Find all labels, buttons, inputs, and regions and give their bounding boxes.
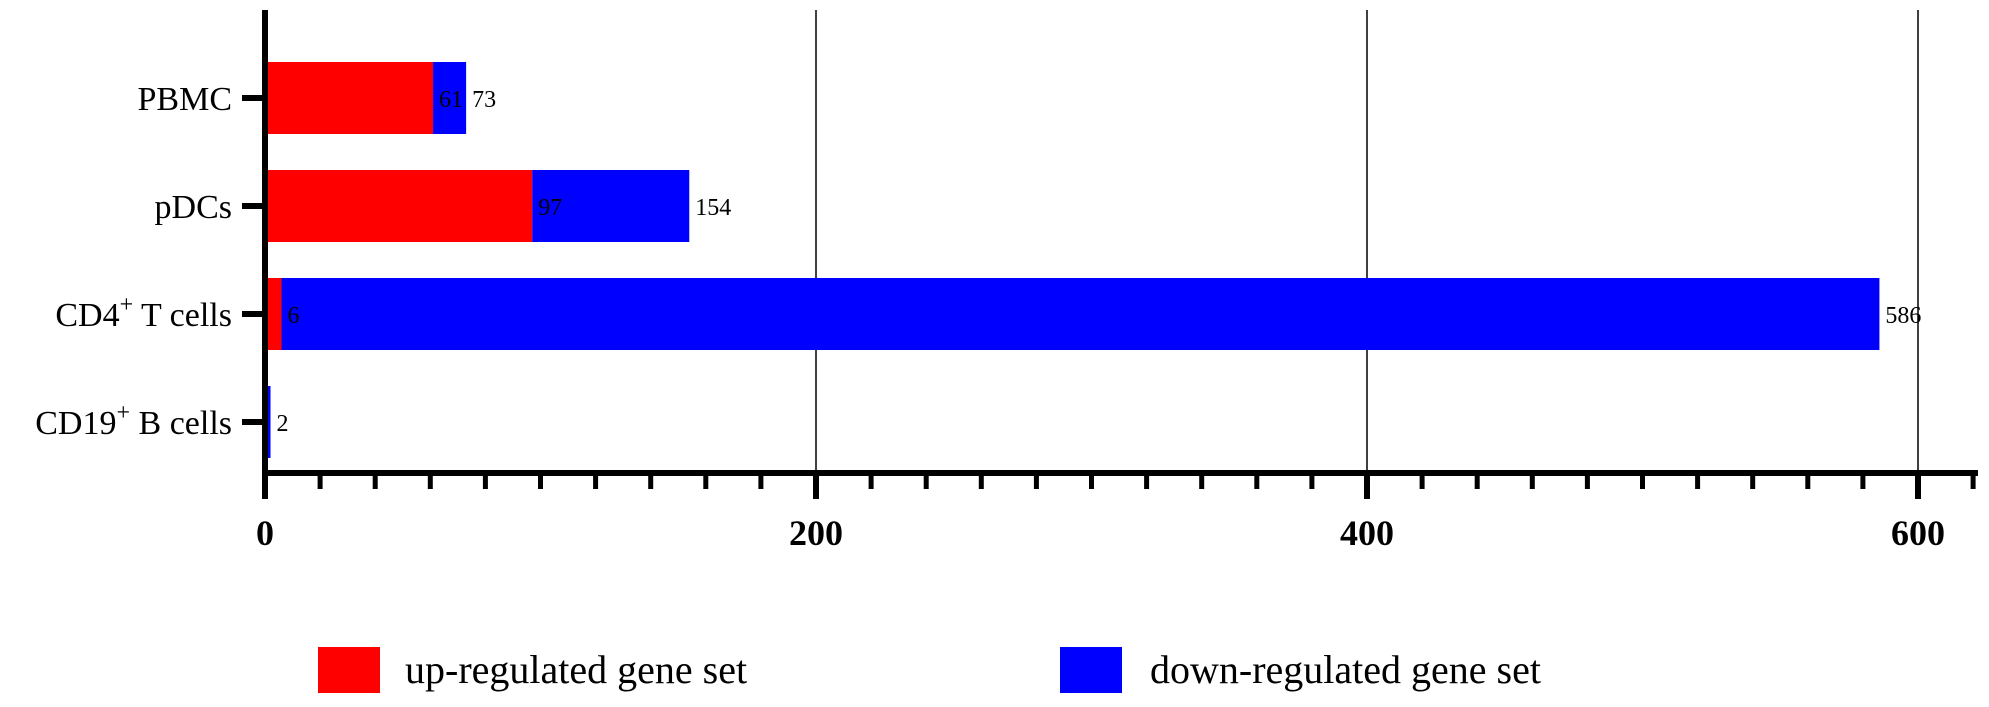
category-labels: PBMC pDCs CD4+ T cells CD19+ B cells bbox=[35, 81, 265, 442]
bars bbox=[265, 62, 1880, 458]
data-label-up-2: 6 bbox=[288, 303, 300, 329]
bar-up-0 bbox=[265, 62, 434, 134]
x-tick-label-200: 200 bbox=[789, 513, 843, 553]
category-label-1: pDCs bbox=[155, 189, 232, 226]
category-label-2: CD4+ T cells bbox=[55, 292, 232, 334]
data-label-down-0: 73 bbox=[472, 87, 496, 113]
x-tick-label-0: 0 bbox=[256, 513, 274, 553]
category-label-3: CD19+ B cells bbox=[35, 400, 232, 442]
axes bbox=[262, 10, 1978, 476]
legend-label-up: up-regulated gene set bbox=[405, 647, 747, 692]
bar-down-1 bbox=[532, 170, 690, 242]
legend: up-regulated gene set down-regulated gene… bbox=[318, 647, 1541, 693]
data-label-down-1: 154 bbox=[695, 195, 731, 221]
data-label-down-3: 2 bbox=[277, 411, 289, 437]
x-tick-label-400: 400 bbox=[1340, 513, 1394, 553]
bar-down-0 bbox=[433, 62, 467, 134]
category-label-0: PBMC bbox=[138, 81, 233, 118]
data-label-up-0: 61 bbox=[439, 87, 463, 113]
x-ticks: 0 200 400 600 bbox=[256, 473, 1976, 553]
data-label-up-1: 97 bbox=[538, 195, 562, 221]
bar-down-2 bbox=[281, 278, 1880, 350]
legend-swatch-down bbox=[1060, 647, 1122, 693]
bar-up-1 bbox=[265, 170, 533, 242]
gridlines bbox=[815, 10, 1919, 473]
bar-up-2 bbox=[265, 278, 282, 350]
x-tick-label-600: 600 bbox=[1891, 513, 1945, 553]
data-label-down-2: 586 bbox=[1885, 303, 1921, 329]
data-labels: 61 73 97 154 6 586 2 bbox=[277, 87, 1922, 437]
legend-label-down: down-regulated gene set bbox=[1150, 647, 1541, 692]
legend-swatch-up bbox=[318, 647, 380, 693]
